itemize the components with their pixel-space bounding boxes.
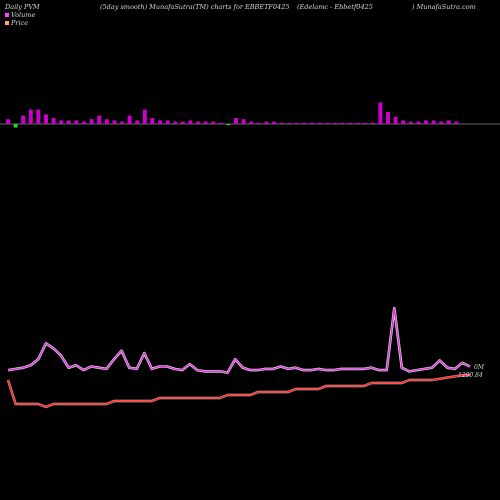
volume-bar [241,119,246,124]
volume-bar [226,124,231,126]
volume-bar [287,122,292,124]
volume-bar [279,122,284,124]
legend-volume: Volume [5,11,35,19]
chart-site-credit: ) MunafaSutra.com [412,3,476,11]
volume-bar [150,118,155,124]
volume-bar [294,122,299,124]
volume-bar [325,122,330,124]
price-line [7,374,471,408]
volume-bar [211,121,216,124]
volume-bar [127,115,132,124]
volume-bar [165,120,170,124]
volume-bar [363,122,368,124]
volume-bar [135,120,140,124]
chart-title-main: (5day smooth) MunafaSutra(TM) charts for… [100,3,290,11]
volume-bar [158,120,162,124]
volume-bars [0,102,500,128]
volume-bar [355,122,360,124]
volume-smooth-line [7,307,471,374]
legend-price: Price [5,19,28,27]
volume-bar [446,120,451,124]
volume-bar [120,121,124,124]
volume-bar [378,102,383,124]
chart-title-ticker: (Edelamc - Ebbetf0425 [297,3,373,11]
volume-bar [416,121,421,124]
volume-bar [97,115,102,124]
volume-bar [317,122,322,124]
volume-bar [104,119,109,124]
volume-bar [13,124,18,128]
volume-bar [264,121,269,124]
volume-bar [439,121,444,124]
volume-bar [332,122,337,124]
volume-bar [51,118,56,124]
volume-bar [188,120,193,124]
volume-bar [44,114,48,124]
volume-bar [66,120,71,124]
volume-bar [310,122,314,124]
volume-bar [59,120,64,124]
price-series [6,373,471,409]
volume-bar [203,121,208,124]
volume-bar [218,122,223,124]
legend-price-label: Price [11,19,29,27]
volume-bar [36,109,41,124]
volume-bar [180,121,185,124]
volume-bar [28,109,33,124]
volume-bar [302,122,307,124]
price-last-label: 1290.84 [458,372,483,379]
volume-bar [6,119,10,124]
volume-bar [173,121,178,124]
legend-volume-label: Volume [11,11,36,19]
volume-bar [89,119,94,124]
volume-bar [112,120,117,124]
volume-bar [408,121,413,124]
legend-price-swatch [5,21,9,25]
volume-bar [234,118,238,124]
volume-bar [74,120,79,124]
volume-smooth-series [7,306,471,374]
volume-bar [393,116,398,124]
volume-bar [272,121,276,124]
volume-bar [249,121,254,124]
chart-title-left: Daily PVM [5,3,40,11]
volume-bar [256,122,261,124]
volume-bar [82,121,86,124]
volume-bar [340,122,345,124]
volume-bar [386,112,390,124]
volume-bar [21,115,26,124]
volume-bar [431,120,436,124]
volume-bar [196,121,200,124]
volume-bar [424,120,428,124]
volume-bar [401,120,406,124]
volume-bar [348,122,352,124]
volume-bar [142,109,147,124]
volume-last-label: 0M [474,364,485,371]
volume-bar [454,121,459,124]
volume-bar [370,122,375,124]
price-line-outline [6,373,471,409]
legend-volume-swatch [5,13,9,17]
